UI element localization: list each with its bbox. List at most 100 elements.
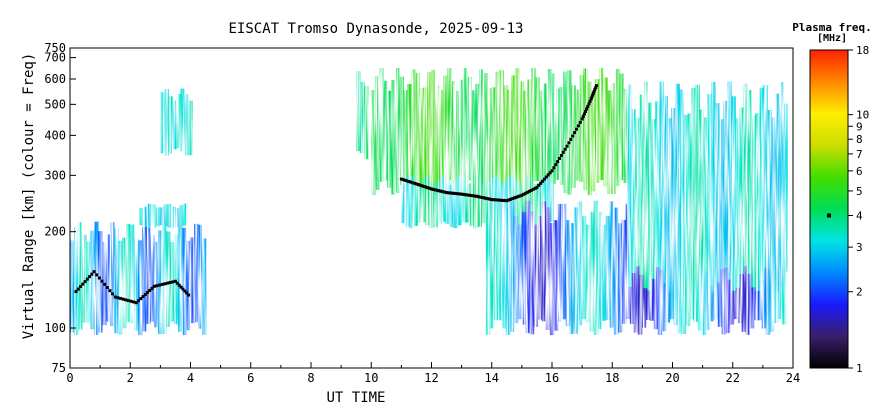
trace-point xyxy=(92,270,96,274)
trace-point xyxy=(484,196,488,200)
echo-stripe xyxy=(180,88,185,152)
trace-point xyxy=(527,189,531,193)
trace-point xyxy=(542,177,546,181)
trace-point xyxy=(465,193,469,197)
trace-point xyxy=(74,290,78,294)
echo-stripe xyxy=(98,231,103,333)
trace-point xyxy=(541,179,545,183)
trace-point xyxy=(95,273,99,277)
echo-stripe xyxy=(489,204,495,329)
echo-stripe xyxy=(457,175,462,226)
trace-point xyxy=(424,185,428,189)
trace-point xyxy=(446,191,450,195)
echo-stripe xyxy=(623,88,628,183)
trace-point xyxy=(441,190,445,194)
trace-point xyxy=(581,114,585,118)
echo-stripe xyxy=(763,85,768,268)
echo-stripe xyxy=(175,207,180,228)
trace-point xyxy=(399,177,403,181)
echo-stripe xyxy=(449,184,454,228)
echo-stripe xyxy=(415,72,420,195)
echo-stripe xyxy=(557,203,563,322)
echo-stripe xyxy=(421,178,426,223)
trace-point xyxy=(578,120,582,124)
trace-point xyxy=(591,93,595,97)
echo-stripe xyxy=(603,77,608,187)
echo-stripe xyxy=(651,119,656,279)
x-tick-label: 6 xyxy=(247,371,254,385)
x-tick-label: 22 xyxy=(726,371,740,385)
echo-stripe xyxy=(431,69,436,190)
trace-point xyxy=(132,300,136,304)
echo-stripe xyxy=(711,81,716,292)
trace-point xyxy=(405,179,409,183)
echo-stripe xyxy=(198,224,203,329)
trace-point xyxy=(469,193,473,197)
echo-stripe xyxy=(613,207,619,335)
echo-stripe xyxy=(130,224,135,324)
echo-stripe xyxy=(593,200,599,336)
trace-point xyxy=(554,163,558,167)
echo-stripe xyxy=(663,95,668,284)
echo-stripe xyxy=(427,72,432,182)
trace-point xyxy=(443,190,447,194)
echo-stripe xyxy=(501,223,507,329)
echo-stripe xyxy=(160,92,165,154)
trace-point xyxy=(486,197,490,201)
echo-stripe xyxy=(126,224,131,323)
trace-point xyxy=(490,198,494,202)
echo-stripe xyxy=(471,90,476,183)
trace-point xyxy=(591,91,595,95)
chart-title: EISCAT Tromso Dynasonde, 2025-09-13 xyxy=(228,21,523,37)
echo-stripe xyxy=(647,102,652,291)
echo-stripe xyxy=(537,183,542,228)
x-tick-label: 4 xyxy=(187,371,194,385)
trace-point xyxy=(403,178,407,182)
trace-point xyxy=(103,282,107,286)
echo-stripe xyxy=(591,90,596,192)
echo-stripe xyxy=(619,73,624,181)
colorbar-tick-label: 6 xyxy=(856,165,863,178)
x-tick-label: 12 xyxy=(424,371,438,385)
trace-point xyxy=(558,156,562,160)
echo-stripe xyxy=(687,113,692,290)
echo-stripe xyxy=(473,176,478,229)
echo-stripe xyxy=(493,175,498,228)
trace-point xyxy=(177,283,181,287)
echo-stripe xyxy=(597,211,603,330)
echo-stripe xyxy=(391,80,396,195)
trace-point xyxy=(158,283,162,287)
echo-stripe xyxy=(755,113,760,291)
trace-point xyxy=(150,286,154,290)
echo-stripe xyxy=(703,117,708,272)
echo-stripe xyxy=(535,77,540,182)
trace-point xyxy=(471,194,475,198)
colorbar-tick-label: 5 xyxy=(856,185,863,198)
trace-point xyxy=(141,295,145,299)
trace-point xyxy=(492,198,496,202)
echo-stripe xyxy=(671,107,676,285)
echo-stripe xyxy=(147,203,152,229)
colorbar-title: Plasma freq. xyxy=(792,21,871,34)
trace-point xyxy=(422,184,426,188)
echo-stripe xyxy=(455,90,460,194)
x-tick-label: 20 xyxy=(665,371,679,385)
echo-stripe xyxy=(435,84,440,196)
trace-point xyxy=(146,290,150,294)
echo-stripe xyxy=(371,89,376,196)
echo-stripe xyxy=(595,79,600,183)
echo-stripe xyxy=(150,235,155,322)
trace-point xyxy=(121,297,125,301)
trace-point xyxy=(134,301,138,305)
trace-point xyxy=(565,144,569,148)
echo-stripe xyxy=(122,237,127,329)
echo-stripe xyxy=(491,87,496,181)
echo-stripe xyxy=(429,181,434,229)
echo-stripe xyxy=(158,230,163,335)
trace-point xyxy=(79,285,83,289)
trace-point xyxy=(522,192,526,196)
echo-stripe xyxy=(533,184,538,225)
trace-point xyxy=(482,196,486,200)
echo-stripe xyxy=(585,224,591,323)
echo-stripe xyxy=(110,222,115,327)
